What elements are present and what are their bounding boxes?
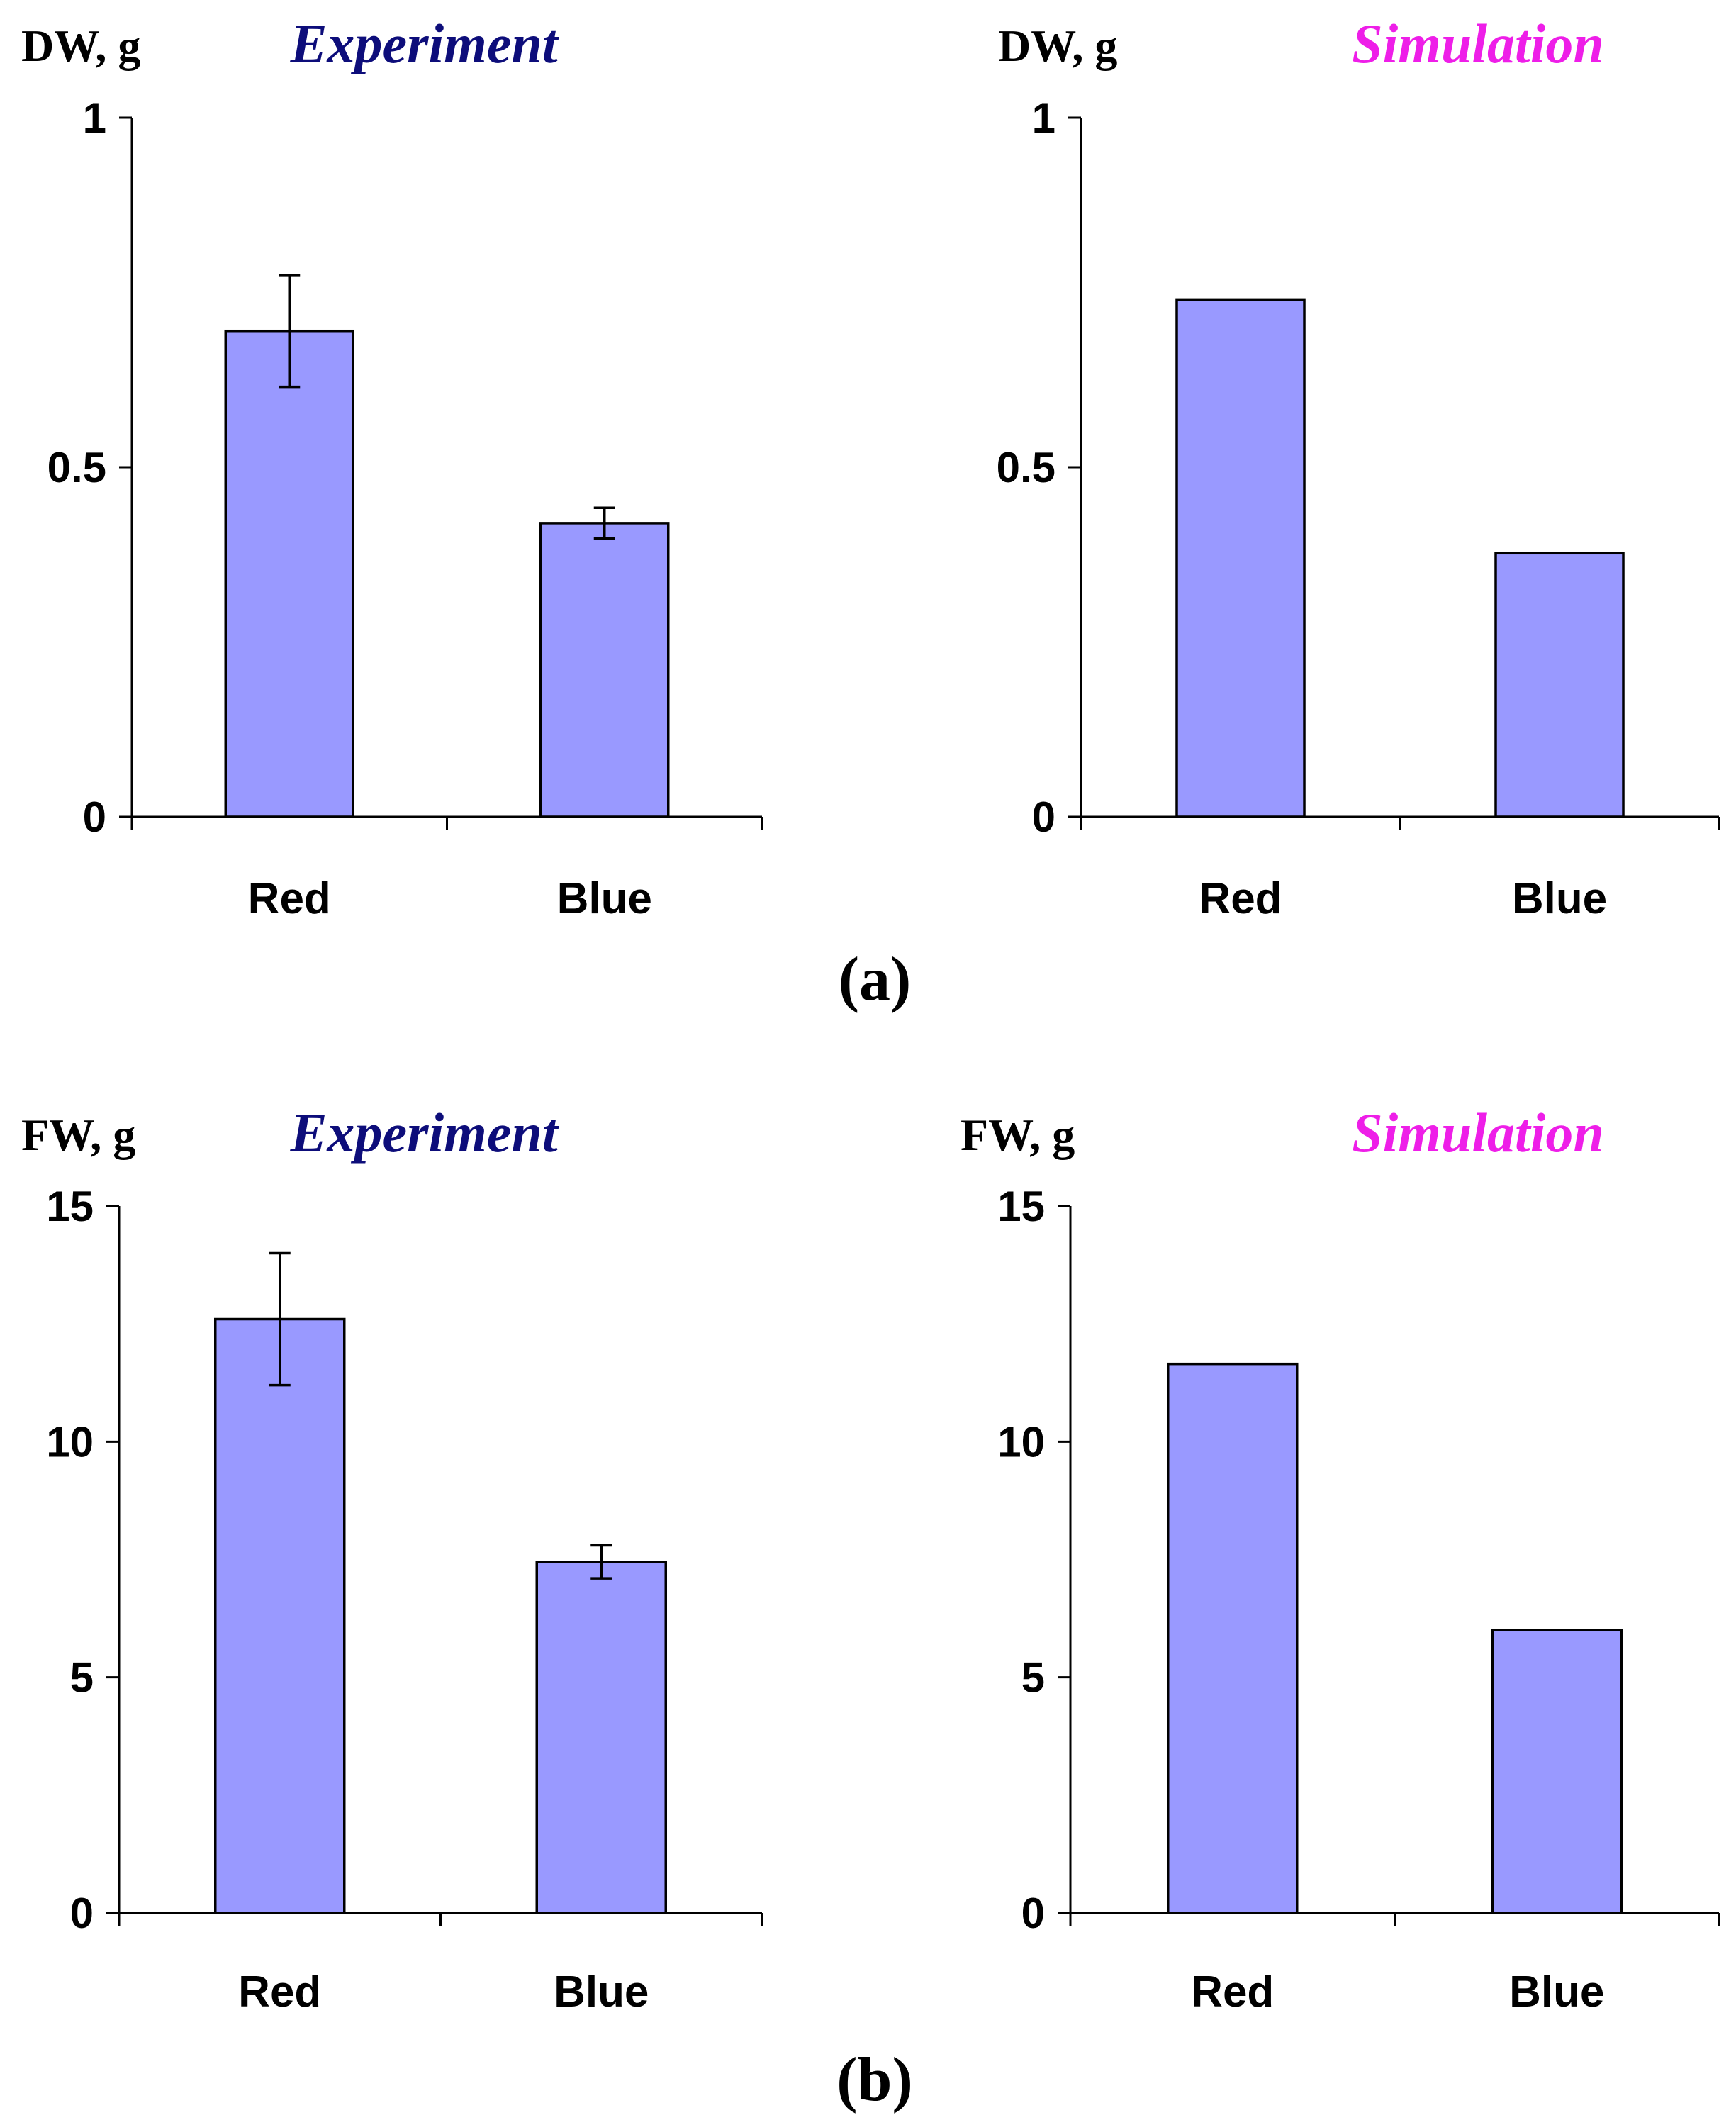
chart1-bar-blue [539,522,670,818]
chart4-bar-red [1167,1362,1299,1914]
chart3-error-bar-red [269,1251,291,1387]
chart1-y-axis-label: DW, g [21,21,140,71]
chart4-y-tick-label: 5 [1021,1654,1045,1702]
chart2-y-tick-label: 0 [1032,793,1055,841]
chart3-y-tick-label: 0 [70,1890,94,1937]
chart2-y-tick-label: 1 [1032,94,1055,142]
chart1-title: Experiment [289,13,559,74]
chart4-x-tick-label: Blue [1509,1968,1604,2016]
chart4-y-tick-label: 10 [997,1418,1045,1466]
chart1-x-tick-label: Blue [557,874,652,923]
chart3-y-tick-label: 10 [46,1418,94,1466]
chart3-bar-red [214,1317,346,1914]
chart3-title: Experiment [289,1102,559,1164]
panel-label-a: (a) [839,945,912,1014]
chart2-bar-red [1175,298,1306,818]
chart4-y-tick-label: 15 [997,1183,1045,1230]
chart2-x-tick-label: Red [1199,874,1282,923]
chart1-error-bar-blue [593,506,615,540]
chart4-x-tick-label: Red [1191,1968,1274,2016]
chart2-title: Simulation [1352,13,1604,74]
chart3-y-tick-label: 15 [46,1183,94,1230]
chart1-y-tick-label: 1 [83,94,106,142]
chart2-x-tick-label: Blue [1512,874,1607,923]
chart1-x-tick-label: Red [248,874,331,923]
chart1-bar-red [224,329,354,818]
chart2-bar-blue [1494,552,1625,818]
chart3-y-axis-label: FW, g [21,1110,135,1160]
chart3-error-bar-blue [590,1544,612,1580]
chart4-bar-blue [1491,1629,1623,1914]
chart4-y-axis-label: FW, g [961,1110,1075,1160]
chart3-y-tick-label: 5 [70,1654,94,1702]
panel-label-b: (b) [836,2046,913,2114]
chart1-y-tick-label: 0.5 [47,444,106,491]
chart1-y-tick-label: 0 [83,793,106,841]
chart2-y-axis-label: DW, g [998,21,1117,71]
chart3-x-tick-label: Red [238,1968,321,2016]
chart3-x-tick-label: Blue [554,1968,649,2016]
chart3-bar-blue [535,1561,667,1914]
chart1-error-bar-red [279,274,301,389]
chart4-y-tick-label: 0 [1021,1890,1045,1937]
chart2-y-tick-label: 0.5 [997,444,1055,491]
chart4-title: Simulation [1352,1102,1604,1164]
